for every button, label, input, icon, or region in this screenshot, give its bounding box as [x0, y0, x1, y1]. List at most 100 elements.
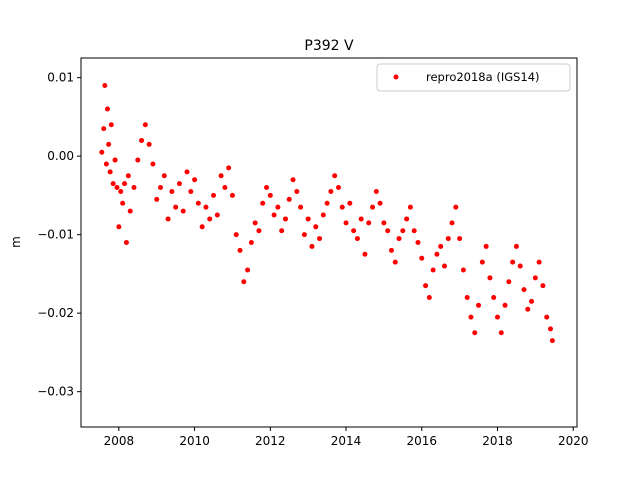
data-point — [106, 141, 112, 147]
data-point — [392, 259, 398, 265]
y-tick-label: −0.01 — [37, 228, 74, 242]
data-point — [237, 247, 243, 253]
data-point — [381, 220, 387, 226]
data-point — [483, 243, 489, 249]
data-point — [517, 263, 523, 269]
data-point — [256, 228, 262, 234]
data-point — [502, 302, 508, 308]
data-point — [114, 185, 120, 191]
data-point — [549, 338, 555, 344]
data-point — [388, 247, 394, 253]
data-point — [279, 228, 285, 234]
data-point — [404, 216, 410, 222]
x-tick-label: 2010 — [179, 434, 210, 448]
data-point — [494, 314, 500, 320]
data-point — [419, 255, 425, 261]
data-point — [457, 236, 463, 242]
data-point — [430, 267, 436, 273]
data-point — [260, 200, 266, 206]
data-point — [101, 126, 107, 132]
data-point — [529, 298, 535, 304]
data-point — [335, 185, 341, 191]
data-point — [176, 181, 182, 187]
data-point — [188, 188, 194, 194]
data-point — [275, 204, 281, 210]
data-point — [139, 137, 145, 143]
data-point — [282, 216, 288, 222]
legend-label: repro2018a (IGS14) — [426, 70, 540, 84]
data-point — [245, 267, 251, 273]
data-point — [400, 228, 406, 234]
data-point — [423, 283, 429, 289]
data-points — [99, 82, 555, 344]
legend: repro2018a (IGS14) — [376, 63, 571, 92]
data-point — [252, 220, 258, 226]
data-point — [377, 200, 383, 206]
data-point — [347, 200, 353, 206]
data-point — [146, 141, 152, 147]
data-point — [165, 216, 171, 222]
data-point — [354, 236, 360, 242]
y-tick-label: −0.02 — [37, 306, 74, 320]
data-point — [309, 243, 315, 249]
data-point — [222, 185, 228, 191]
data-point — [317, 236, 323, 242]
y-tick-label: 0.00 — [47, 149, 74, 163]
data-point — [226, 165, 232, 171]
data-point — [180, 208, 186, 214]
data-point — [127, 208, 133, 214]
data-point — [264, 185, 270, 191]
data-point — [125, 173, 131, 179]
data-point — [108, 122, 114, 128]
x-tick-label: 2020 — [558, 434, 589, 448]
data-point — [313, 224, 319, 230]
x-axis: 2008 2010 2012 2014 2016 2018 2020 — [104, 427, 589, 448]
data-point — [120, 200, 126, 206]
data-point — [434, 251, 440, 257]
data-point — [112, 157, 118, 163]
data-point — [411, 228, 417, 234]
data-point — [161, 173, 167, 179]
data-point — [199, 224, 205, 230]
data-point — [332, 173, 338, 179]
chart-title: P392 V — [304, 38, 354, 54]
y-axis-label: m — [9, 236, 23, 248]
data-point — [366, 220, 372, 226]
data-point — [211, 192, 217, 198]
data-point — [544, 314, 550, 320]
data-point — [472, 330, 478, 336]
data-point — [135, 157, 141, 163]
data-point — [407, 204, 413, 210]
data-point — [294, 188, 300, 194]
data-point — [445, 236, 451, 242]
data-point — [476, 302, 482, 308]
data-point — [123, 240, 129, 245]
data-point — [487, 275, 493, 281]
data-point — [532, 275, 538, 281]
data-point — [150, 161, 156, 167]
data-point — [513, 243, 519, 249]
data-point — [438, 243, 444, 249]
data-point — [173, 204, 179, 210]
data-point — [396, 236, 402, 242]
data-point — [339, 204, 345, 210]
data-point — [290, 177, 296, 183]
data-point — [479, 259, 485, 265]
data-point — [229, 192, 235, 198]
data-point — [491, 294, 497, 300]
data-point — [248, 240, 254, 245]
data-point — [498, 330, 504, 336]
data-point — [449, 220, 455, 226]
data-point — [298, 204, 304, 210]
y-axis: 0.01 0.00 −0.01 −0.02 −0.03 — [37, 71, 81, 399]
data-point — [468, 314, 474, 320]
data-point — [122, 181, 128, 187]
legend-marker — [393, 74, 399, 80]
data-point — [103, 161, 109, 167]
plot-frame — [80, 57, 578, 428]
data-point — [110, 181, 116, 187]
data-point — [286, 196, 292, 202]
x-tick-label: 2018 — [482, 434, 513, 448]
x-tick-label: 2014 — [331, 434, 362, 448]
